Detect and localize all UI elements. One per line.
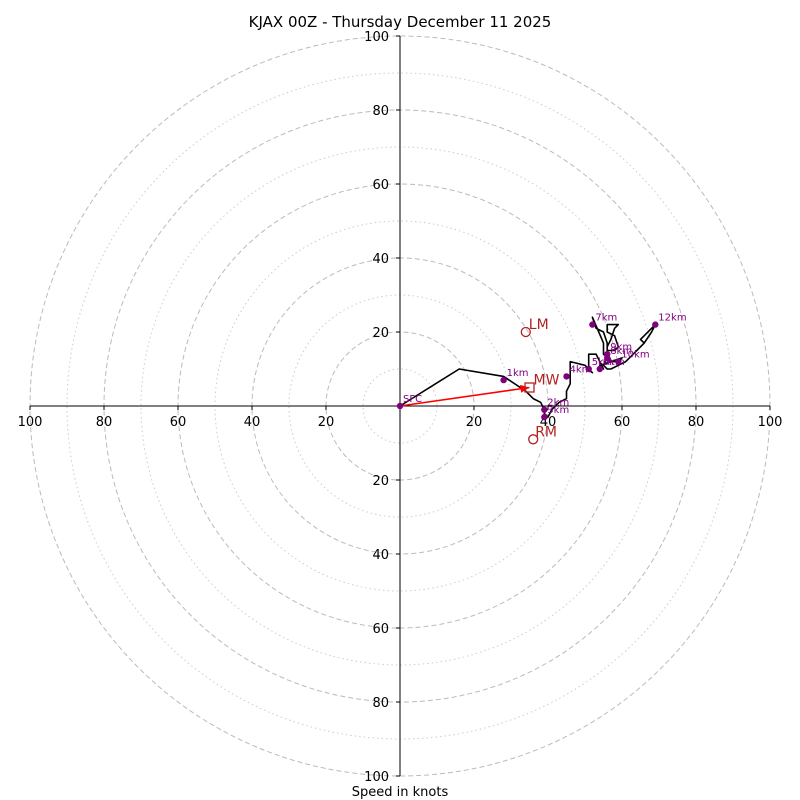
shear-vector xyxy=(399,386,530,407)
right-mover-label: RM xyxy=(535,424,557,440)
x-tick-label: 100 xyxy=(758,415,783,430)
storm-motion-markers: LM MW RM xyxy=(520,317,560,445)
height-marker-dot xyxy=(604,351,611,358)
height-marker-label: 3km xyxy=(547,405,569,416)
x-tick-label: 100 xyxy=(18,415,43,430)
x-tick-label: 20 xyxy=(466,415,483,430)
height-marker-dot xyxy=(396,402,404,410)
height-marker-label: 5km xyxy=(592,357,614,368)
height-marker-dot xyxy=(615,358,622,365)
height-marker-label: 7km xyxy=(595,313,617,324)
tick-labels: 100 80 60 40 20 20 40 60 80 100100806040202040608… xyxy=(18,30,783,785)
y-tick-label: 20 xyxy=(372,474,389,489)
y-tick-label: 100 xyxy=(364,30,389,45)
x-tick-label: 60 xyxy=(614,415,631,430)
x-axis-label: Speed in knots xyxy=(352,785,449,800)
x-tick-label: 80 xyxy=(96,415,113,430)
height-marker-label: 2km xyxy=(547,398,569,409)
y-tick-label: 40 xyxy=(372,252,389,267)
y-tick-label: 60 xyxy=(372,622,389,637)
y-tick-label: 80 xyxy=(372,696,389,711)
height-marker-label: 6km xyxy=(603,357,625,368)
x-tick-label: 40 xyxy=(244,415,261,430)
height-marker-label: 10km xyxy=(621,350,649,361)
y-tick-label: 20 xyxy=(372,326,389,341)
y-tick-label: 40 xyxy=(372,548,389,563)
height-marker-dot xyxy=(589,321,596,328)
height-marker-dot xyxy=(585,365,592,373)
height-marker-dot xyxy=(596,365,603,373)
mean-wind-label: MW xyxy=(534,373,560,389)
y-tick-label: 60 xyxy=(372,178,389,193)
height-marker-label: 4km xyxy=(570,364,592,375)
height-marker-label: 9km xyxy=(610,342,632,353)
height-marker-label: 12km xyxy=(658,313,686,324)
height-marker-dot xyxy=(541,406,548,413)
height-marker-dot xyxy=(541,413,548,421)
height-marker-dot xyxy=(563,373,570,380)
x-tick-label: 80 xyxy=(688,415,705,430)
y-tick-label: 80 xyxy=(372,104,389,119)
height-marker-dot xyxy=(652,321,659,328)
height-marker-label: 1km xyxy=(507,368,529,379)
height-marker-label: SFC xyxy=(403,394,422,405)
x-tick-label: 60 xyxy=(170,415,187,430)
left-mover-label: LM xyxy=(529,317,549,333)
chart-title: KJAX 00Z - Thursday December 11 2025 xyxy=(249,13,552,31)
left-mover-marker xyxy=(520,326,531,338)
x-tick-label: 20 xyxy=(318,415,335,430)
height-marker-label: 8km xyxy=(610,346,632,357)
right-mover-marker xyxy=(528,434,539,445)
y-tick-label: 100 xyxy=(364,770,389,785)
height-marker-dot xyxy=(500,376,507,384)
mean-wind-marker xyxy=(524,382,535,393)
